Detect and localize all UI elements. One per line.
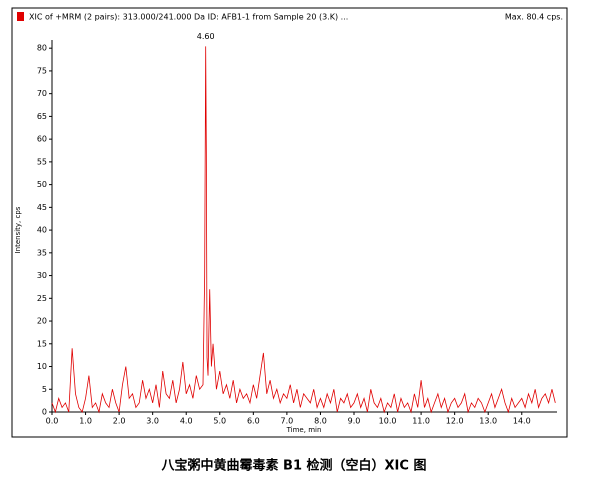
x-tick-label: 3.0: [146, 417, 159, 426]
caption: 八宝粥中黄曲霉毒素 B1 检测（空白）XIC 图: [161, 458, 427, 474]
y-tick-label: 50: [37, 180, 47, 189]
y-axis-label: Intensity, cps: [14, 206, 22, 253]
x-tick-label: 14.0: [513, 417, 531, 426]
y-tick-label: 45: [37, 203, 47, 212]
y-tick-label: 80: [37, 44, 47, 53]
trace: [51, 46, 556, 414]
y-tick-label: 55: [37, 157, 47, 166]
y-tick-label: 30: [37, 271, 47, 280]
frame: [11, 7, 568, 438]
x-tick-label: 0.0: [46, 417, 59, 426]
y-tick-label: 40: [37, 226, 47, 235]
max-label: Max. 80.4 cps.: [505, 13, 563, 22]
y-tick-label: 75: [37, 66, 47, 75]
x-tick-label: 10.0: [379, 417, 397, 426]
y-tick-label: 25: [37, 294, 47, 303]
y-tick-label: 5: [42, 385, 47, 394]
legend-swatch: [17, 12, 24, 21]
y-tick-label: 60: [37, 135, 47, 144]
chart-title: XIC of +MRM (2 pairs): 313.000/241.000 D…: [29, 13, 348, 22]
x-tick-label: 11.0: [412, 417, 430, 426]
x-tick-label: 1.0: [79, 417, 92, 426]
x-tick-label: 7.0: [281, 417, 294, 426]
x-tick-label: 12.0: [446, 417, 464, 426]
x-tick-label: 13.0: [479, 417, 497, 426]
y-tick-label: 20: [37, 317, 47, 326]
x-axis-label: Time, min: [286, 426, 322, 434]
y-tick-label: 10: [37, 362, 47, 371]
y-tick-label: 0: [42, 408, 47, 417]
y-tick-label: 15: [37, 339, 47, 348]
peak-label: 4.60: [197, 32, 215, 41]
x-tick-label: 9.0: [348, 417, 361, 426]
x-tick-label: 5.0: [213, 417, 226, 426]
x-tick-label: 6.0: [247, 417, 260, 426]
x-tick-label: 8.0: [314, 417, 327, 426]
y-tick-label: 35: [37, 248, 47, 257]
x-tick-label: 4.0: [180, 417, 193, 426]
x-tick-label: 2.0: [113, 417, 126, 426]
y-tick-label: 65: [37, 112, 47, 121]
y-tick-label: 70: [37, 89, 47, 98]
